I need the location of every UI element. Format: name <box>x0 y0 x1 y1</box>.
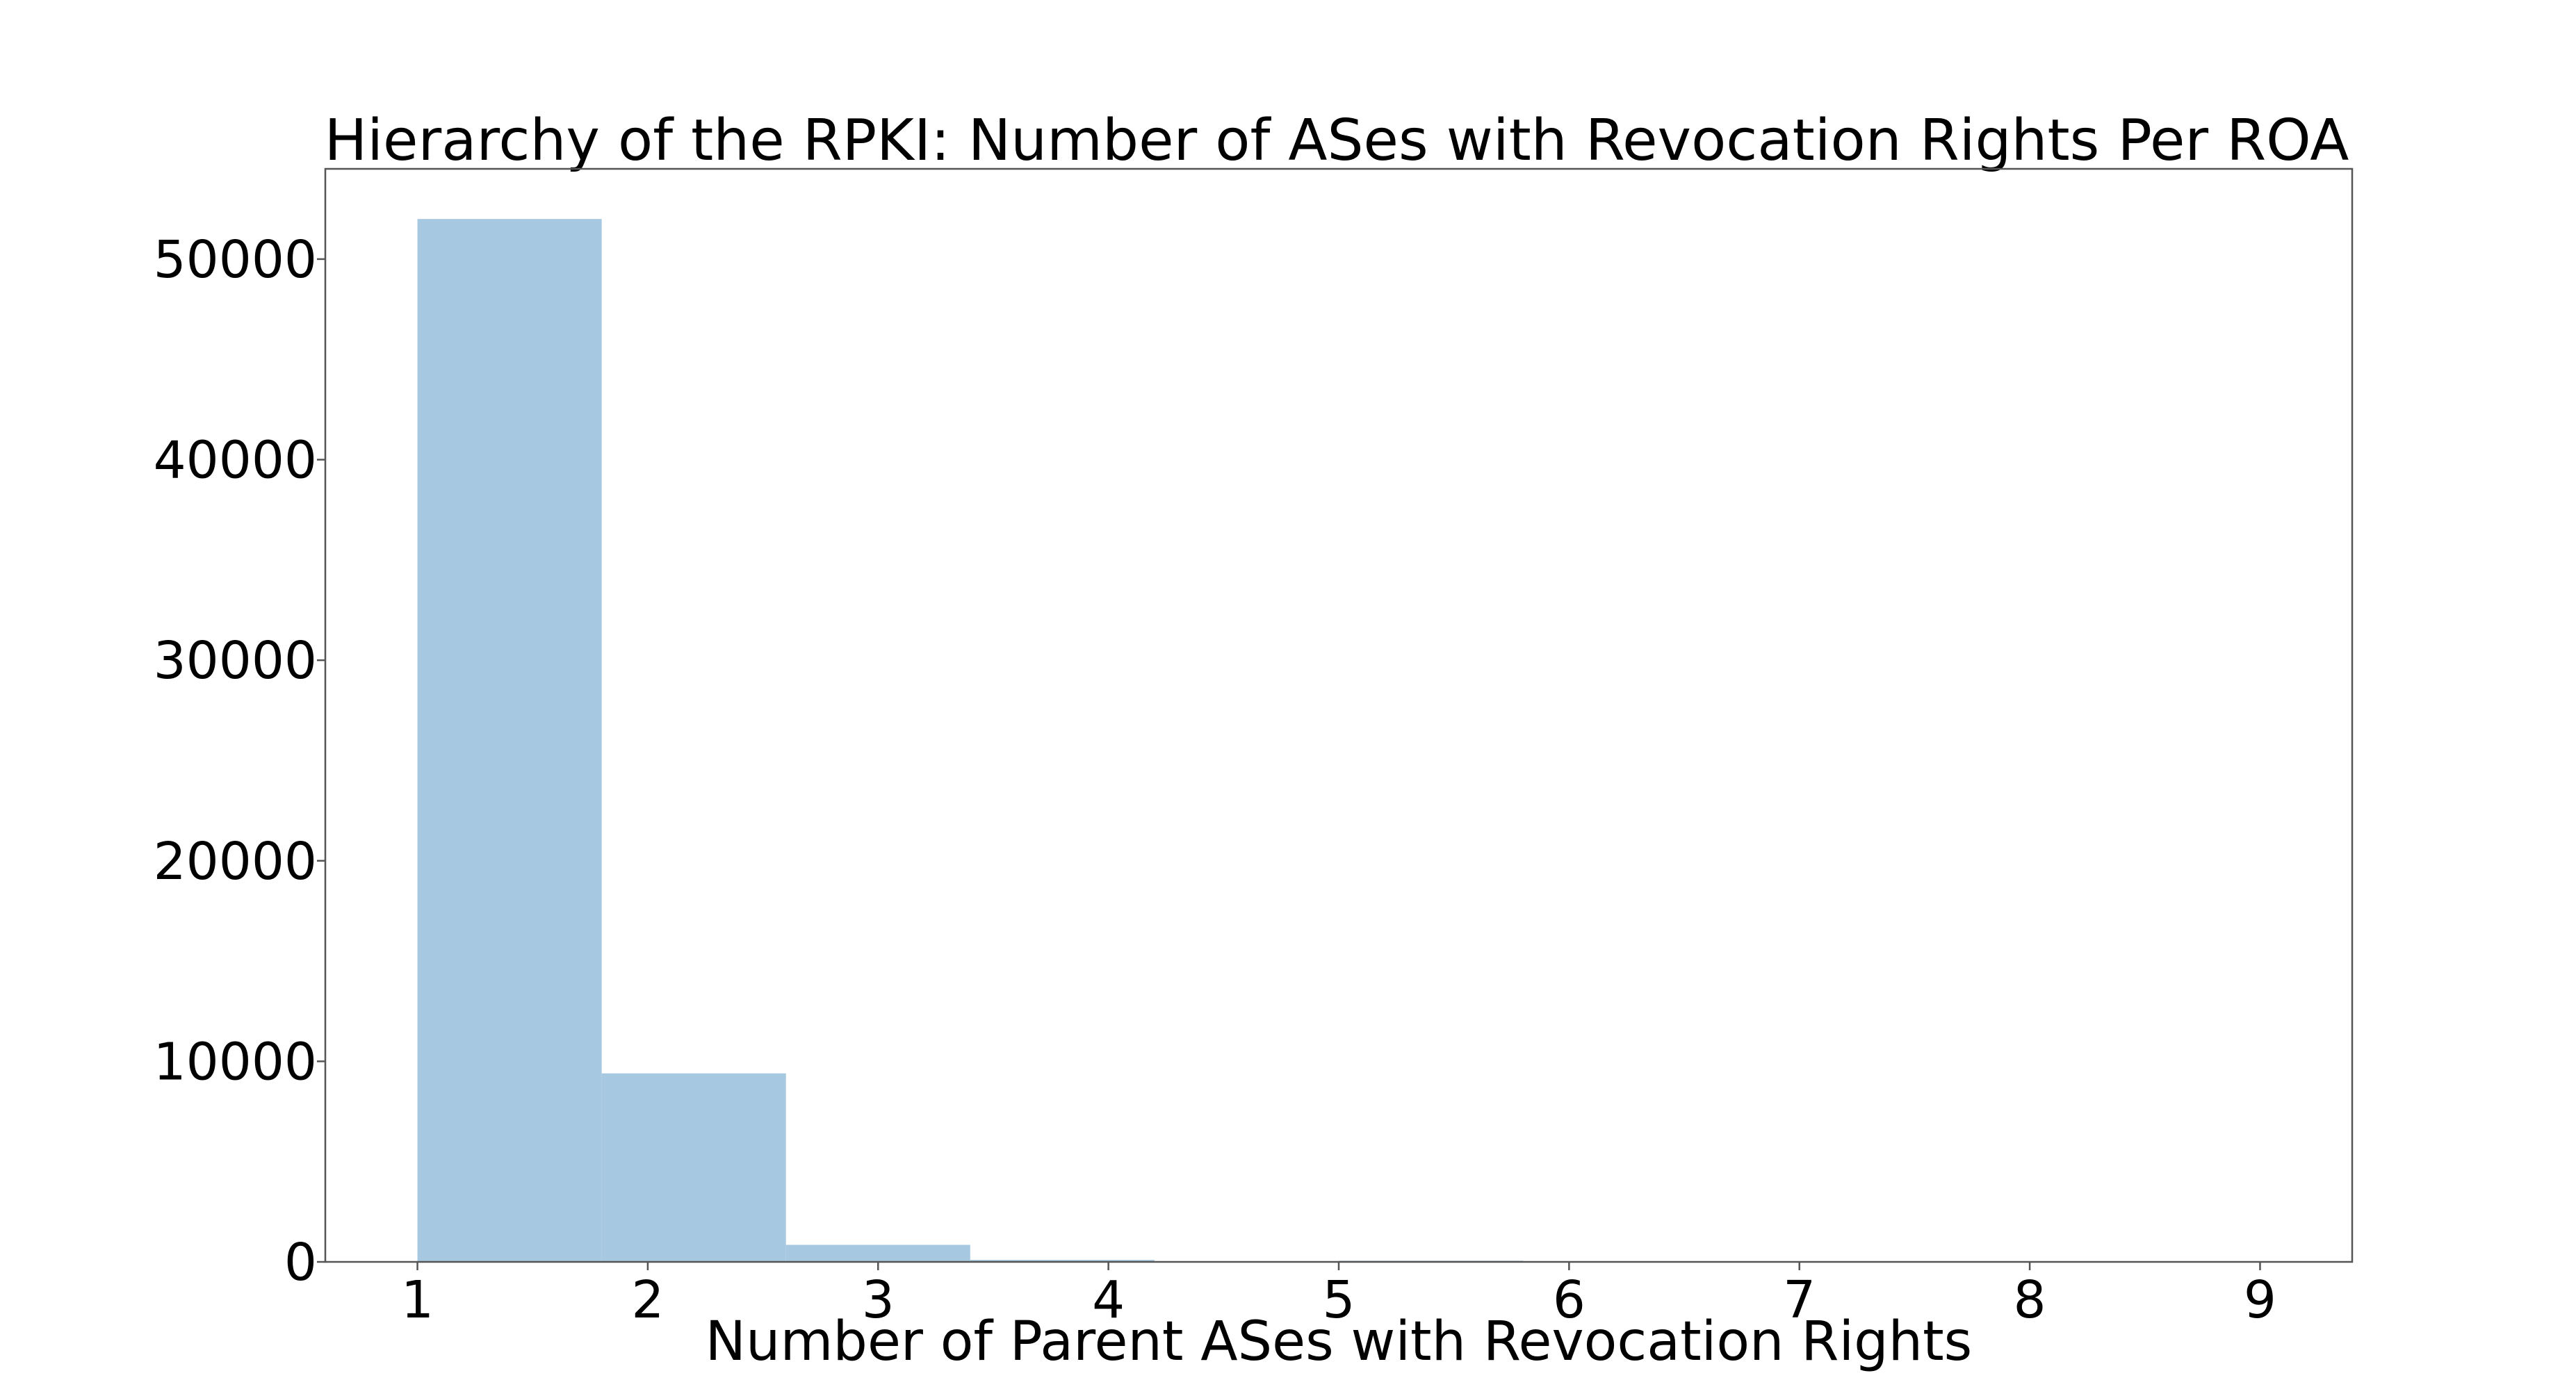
x-tick-label: 9 <box>2244 1270 2276 1330</box>
histogram-bar-3 <box>785 1245 970 1262</box>
x-tick-label: 6 <box>1553 1270 1585 1330</box>
x-tick-label: 5 <box>1322 1270 1355 1330</box>
x-tick-label: 4 <box>1092 1270 1125 1330</box>
x-axis-label: Number of Parent ASes with Revocation Ri… <box>706 1311 1973 1373</box>
y-tick-label: 50000 <box>154 230 317 290</box>
y-axis: 0 10000 20000 30000 40000 50000 <box>154 230 325 1292</box>
histogram-bar-2 <box>601 1073 786 1262</box>
y-tick-label: 0 <box>284 1233 317 1292</box>
bars-group <box>417 219 2260 1262</box>
x-tick-label: 7 <box>1783 1270 1816 1330</box>
x-axis: 1 2 3 4 5 6 7 8 9 <box>401 1262 2276 1330</box>
y-tick-label: 20000 <box>154 832 317 892</box>
x-tick-label: 3 <box>862 1270 895 1330</box>
y-tick-label: 40000 <box>154 431 317 491</box>
x-tick-label: 8 <box>2014 1270 2046 1330</box>
histogram-bar-1 <box>417 219 602 1262</box>
chart-title: Hierarchy of the RPKI: Number of ASes wi… <box>325 108 2349 174</box>
histogram-bar-4 <box>970 1260 1155 1262</box>
y-tick-label: 30000 <box>154 631 317 691</box>
x-tick-label: 2 <box>631 1270 664 1330</box>
x-tick-label: 1 <box>401 1270 434 1330</box>
y-tick-label: 10000 <box>154 1032 317 1092</box>
